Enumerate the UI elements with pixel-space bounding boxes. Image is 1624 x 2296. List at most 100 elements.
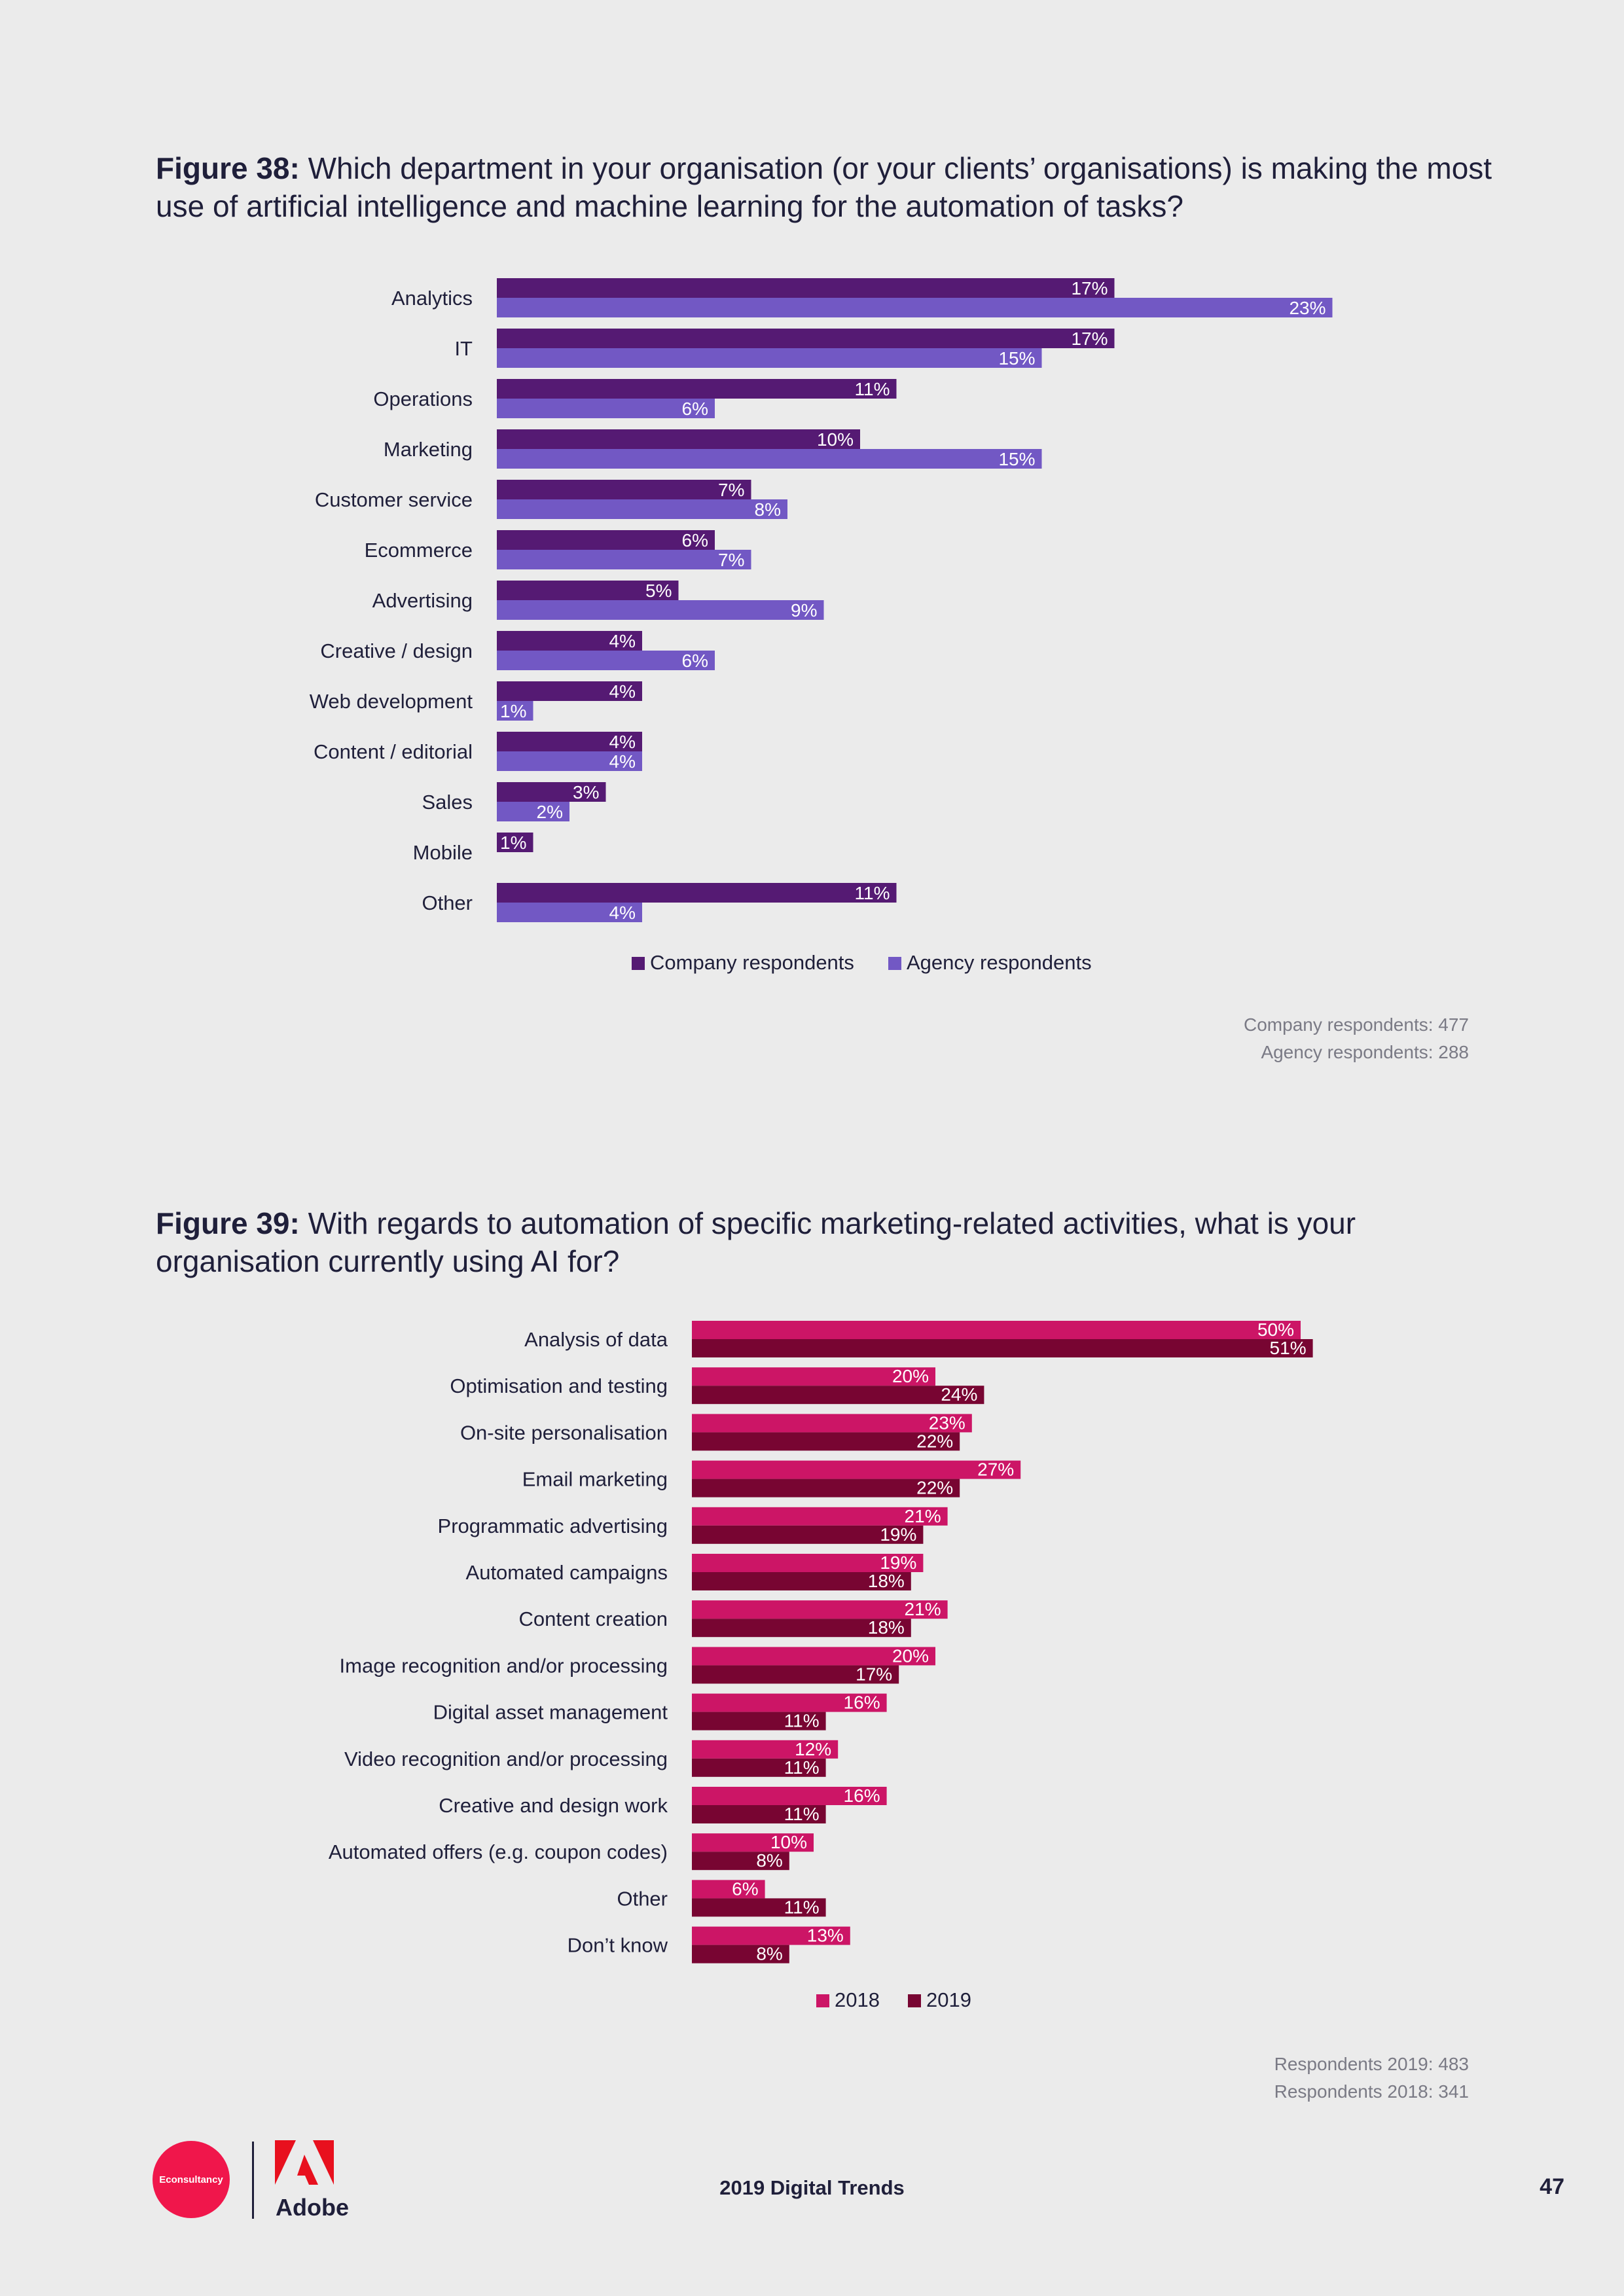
fig38-value-label: 1% (500, 701, 526, 721)
fig39-value-label: 18% (868, 1617, 905, 1638)
fig38-value-label: 3% (573, 782, 599, 802)
fig39-value-label: 20% (892, 1366, 929, 1386)
fig38-bar-b (497, 399, 715, 418)
fig38-category-label: Operations (373, 387, 473, 410)
fig38-category-label: Mobile (413, 841, 473, 864)
fig39-bar-b (692, 1665, 899, 1684)
fig39-legend-label: 2018 (835, 1988, 880, 2011)
fig39-value-label: 27% (977, 1460, 1014, 1480)
fig39-category-label: Other (617, 1887, 668, 1910)
fig38-bar-b (497, 701, 533, 721)
fig39-value-label: 13% (807, 1926, 844, 1946)
fig39-value-label: 18% (868, 1571, 905, 1591)
fig39-bar-b (692, 1525, 924, 1544)
fig38-bar-a (497, 530, 715, 550)
fig39-legend-swatch (816, 1994, 829, 2007)
fig39-value-label: 19% (880, 1524, 916, 1545)
fig39-bar-b (692, 1945, 789, 1964)
fig39-value-label: 21% (905, 1506, 941, 1526)
fig39-value-label: 12% (795, 1739, 831, 1759)
figure-38-question: Which department in your organisation (o… (156, 151, 1492, 223)
fig38-category-label: Analytics (391, 287, 473, 310)
fig39-bar-a (692, 1693, 887, 1712)
fig38-value-label: 7% (718, 550, 744, 570)
figure-38-chart: Analytics 17% 23% IT 17% 15% Operations 11% 6% Ma… (310, 278, 1333, 974)
figure-38-number: Figure 38: (156, 151, 300, 185)
fig38-value-label: 6% (682, 651, 708, 671)
figure-38-notes: Company respondents: 477 Agency responde… (1244, 1011, 1469, 1066)
fig38-value-label: 6% (682, 530, 708, 550)
fig39-bar-b (692, 1758, 826, 1777)
fig38-bar-a (497, 782, 606, 802)
fig38-bar-a (497, 631, 642, 651)
fig39-value-label: 51% (1270, 1338, 1307, 1358)
fig39-category-label: Don’t know (568, 1934, 668, 1957)
figure-39-note-2018: Respondents 2018: 341 (1274, 2081, 1469, 2102)
fig39-bar-a (692, 1507, 948, 1526)
fig38-category-label: Content / editorial (314, 740, 473, 763)
fig39-bar-a (692, 1460, 1021, 1479)
fig39-bar-a (692, 1740, 839, 1759)
fig39-bar-a (692, 1321, 1301, 1339)
fig38-value-label: 4% (609, 903, 636, 923)
page-number: 47 (1540, 2174, 1564, 2199)
fig38-category-label: Other (422, 891, 473, 914)
fig39-bar-a (692, 1833, 814, 1852)
fig38-bar-a (497, 833, 533, 852)
fig38-value-label: 6% (682, 399, 708, 419)
fig38-legend-label: Agency respondents (907, 951, 1092, 974)
fig39-category-label: Automated offers (e.g. coupon codes) (329, 1840, 668, 1863)
fig39-value-label: 50% (1257, 1319, 1294, 1340)
fig38-bar-b (497, 802, 569, 821)
adobe-logo-icon (275, 2140, 334, 2185)
fig38-value-label: 10% (817, 429, 854, 450)
fig38-category-label: Creative / design (320, 639, 473, 662)
fig38-value-label: 2% (537, 802, 563, 822)
fig39-value-label: 16% (844, 1785, 880, 1806)
fig39-bar-b (692, 1619, 911, 1638)
fig38-value-label: 4% (609, 631, 636, 651)
fig38-value-label: 8% (755, 499, 781, 520)
fig39-bar-b (692, 1852, 789, 1871)
fig38-value-label: 11% (855, 883, 890, 903)
econsultancy-logo: Econsultancy (153, 2141, 230, 2218)
fig38-value-label: 17% (1071, 278, 1108, 298)
fig38-bar-b (497, 449, 1042, 469)
fig38-bar-a (497, 480, 751, 499)
fig39-bar-b (692, 1479, 960, 1498)
fig38-value-label: 4% (609, 732, 636, 752)
fig39-category-label: Image recognition and/or processing (340, 1654, 668, 1677)
fig38-legend-swatch (632, 957, 645, 970)
fig38-value-label: 5% (645, 581, 672, 601)
figure-39-chart: Analysis of data 50%51% Optimisation and t… (329, 1319, 1313, 2011)
fig39-bar-b (692, 1712, 826, 1731)
fig38-value-label: 15% (998, 348, 1035, 368)
report-name: 2019 Digital Trends (719, 2176, 905, 2199)
figure-38-title: Figure 38: Which department in your orga… (156, 149, 1498, 225)
fig39-category-label: Creative and design work (439, 1794, 668, 1817)
fig38-legend-swatch (888, 957, 901, 970)
fig39-bar-b (692, 1805, 826, 1823)
fig39-category-label: Automated campaigns (466, 1561, 668, 1584)
fig38-bar-b (497, 499, 787, 519)
fig38-category-label: Sales (422, 791, 473, 814)
fig38-legend-label: Company respondents (650, 951, 854, 974)
fig38-category-label: Customer service (315, 488, 473, 511)
fig39-bar-a (692, 1554, 924, 1572)
fig39-value-label: 11% (784, 1804, 820, 1824)
fig38-bar-a (497, 732, 642, 751)
fig39-category-label: Optimisation and testing (450, 1374, 668, 1397)
fig38-value-label: 4% (609, 751, 636, 772)
fig39-bar-a (692, 1880, 765, 1899)
figure-38-note-company: Company respondents: 477 (1244, 1014, 1469, 1035)
figure-39-note-2019: Respondents 2019: 483 (1274, 2054, 1469, 2074)
fig39-bar-a (692, 1787, 887, 1805)
fig39-category-label: Programmatic advertising (438, 1515, 668, 1537)
fig39-bar-a (692, 1647, 935, 1666)
fig39-bar-a (692, 1367, 935, 1386)
fig38-bar-b (497, 651, 715, 670)
fig38-bar-a (497, 429, 860, 449)
figure-38-note-agency: Agency respondents: 288 (1261, 1042, 1469, 1062)
fig38-bar-b (497, 550, 751, 569)
figure-39-title: Figure 39: With regards to automation of… (156, 1204, 1498, 1280)
